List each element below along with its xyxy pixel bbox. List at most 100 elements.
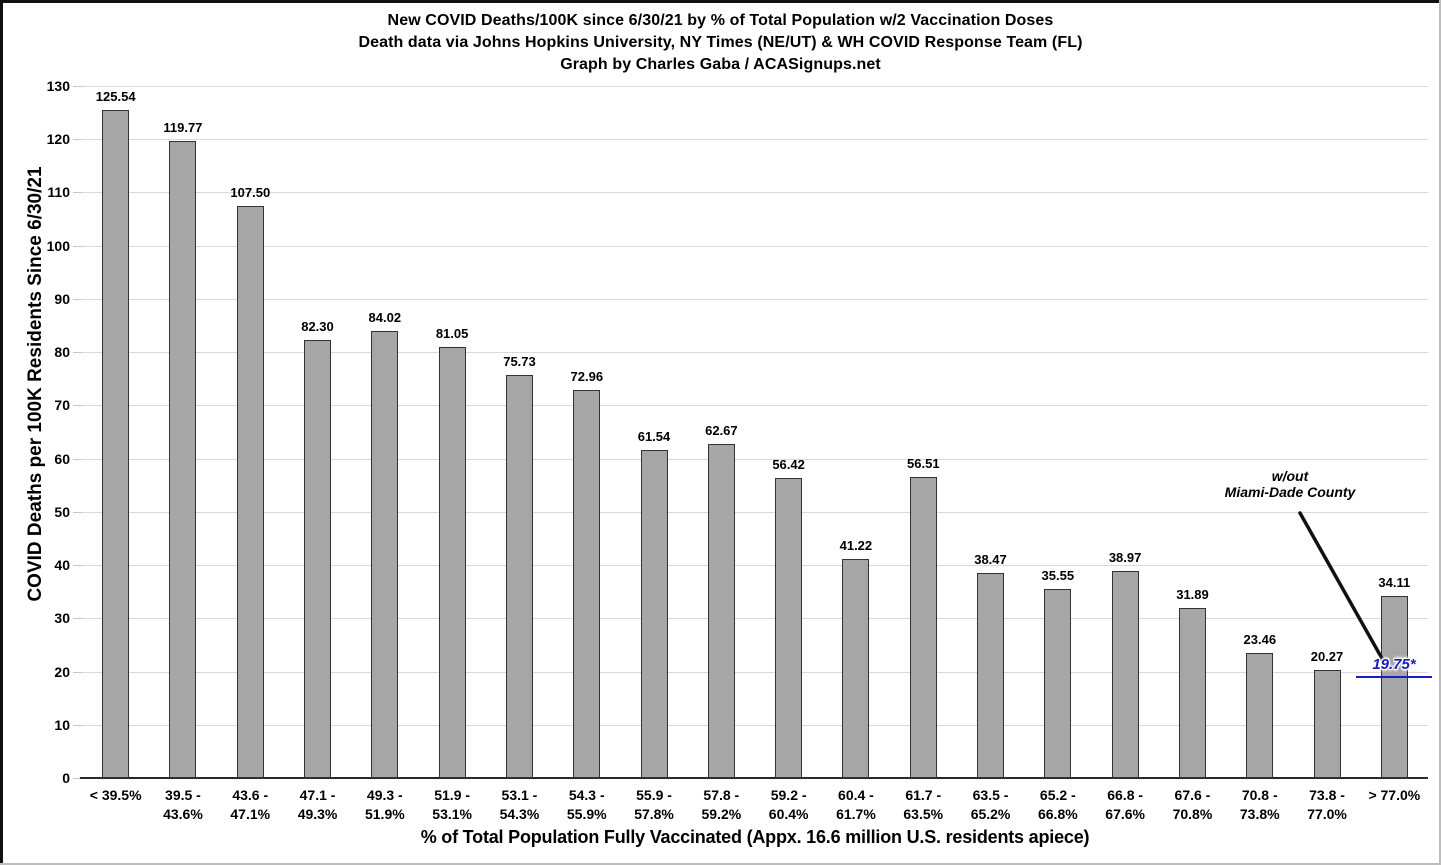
y-tick-label: 90: [54, 291, 70, 307]
x-tick-label: 39.5 - 43.6%: [163, 787, 203, 822]
bar-value-label: 38.97: [1108, 549, 1142, 565]
chart-credit: Graph by Charles Gaba / ACASignups.net: [560, 56, 881, 73]
y-axis-tickmark: [73, 299, 82, 300]
bar: [573, 389, 601, 778]
y-axis-tickmark: [73, 139, 82, 140]
x-tick-label: 67.6 - 70.8%: [1172, 787, 1213, 822]
x-tick-label: 61.7 - 63.5%: [903, 787, 944, 822]
x-tick-label: 43.6 - 47.1%: [230, 787, 271, 822]
y-tick-label: 80: [54, 344, 70, 360]
y-tick-label: 130: [46, 78, 70, 94]
y-axis-tickmark: [73, 672, 82, 673]
bar-value-label: 62.67: [705, 423, 738, 439]
x-tick-label: 70.8 - 73.8%: [1239, 787, 1280, 822]
x-tick-label: 63.5 - 65.2%: [970, 787, 1011, 822]
gridline: [82, 192, 1428, 193]
x-axis-line: [80, 777, 1428, 779]
bar-value-label: 56.51: [907, 456, 940, 472]
x-tick-label: 54.3 - 55.9%: [566, 787, 607, 822]
y-axis-tickmark: [73, 192, 82, 193]
x-tick-label: > 77.0%: [1368, 787, 1421, 803]
gridline: [82, 86, 1428, 87]
bar: [707, 444, 735, 778]
gridline: [82, 512, 1428, 513]
x-tick-label: 49.3 - 51.9%: [364, 787, 405, 822]
gridline: [82, 139, 1428, 140]
y-axis-tickmark: [73, 512, 82, 513]
title-block: New COVID Deaths/100K since 6/30/21 by %…: [0, 10, 1441, 76]
gridline: [82, 725, 1428, 726]
bar-value-label: 20.27: [1310, 649, 1344, 665]
y-tick-label: 50: [54, 504, 70, 520]
bar-value-label: 119.77: [163, 119, 203, 135]
y-axis-tickmark: [73, 618, 82, 619]
bar: [236, 205, 264, 778]
bar-value-label: 72.96: [570, 368, 604, 384]
bar: [438, 346, 466, 778]
frame-border-top: [0, 0, 1441, 3]
x-tick-label: 60.4 - 61.7%: [836, 787, 876, 822]
gridline: [82, 352, 1428, 353]
bar: [102, 109, 130, 778]
bar-value-label: 82.30: [301, 318, 334, 334]
y-axis-tickmark: [73, 778, 82, 779]
bar: [909, 477, 937, 778]
y-axis-tickmark: [73, 405, 82, 406]
gridline: [82, 405, 1428, 406]
frame-border-left: [0, 0, 3, 865]
bar: [304, 339, 331, 778]
x-axis-title: % of Total Population Fully Vaccinated (…: [420, 827, 1090, 847]
bar: [1179, 608, 1206, 778]
callout-line: [1298, 511, 1386, 664]
bar-value-label: 75.73: [503, 353, 536, 369]
bar: [1044, 588, 1072, 778]
y-tick-label: 10: [54, 717, 70, 733]
bar: [371, 330, 399, 778]
bar-value-label: 38.47: [974, 552, 1007, 568]
y-tick-label: 110: [47, 184, 70, 200]
y-tick-label: 40: [54, 557, 70, 573]
x-tick-label: < 39.5%: [89, 787, 142, 803]
bar: [775, 477, 803, 778]
y-tick-label: 20: [54, 664, 70, 680]
bar-value-label: 61.54: [637, 429, 671, 445]
bar-value-label: 23.46: [1243, 632, 1277, 648]
chart-subtitle: Death data via Johns Hopkins University,…: [358, 34, 1083, 51]
bar-value-label: 56.42: [772, 456, 805, 472]
bar: [506, 374, 533, 778]
x-tick-label: 73.8 - 77.0%: [1307, 787, 1347, 822]
bar-value-label: 125.54: [95, 88, 136, 104]
y-axis-tickmark: [73, 352, 82, 353]
bar-value-label: 41.22: [839, 537, 873, 553]
bar-value-label: 107.50: [230, 184, 271, 200]
annotation-line2: Miami-Dade County: [1224, 484, 1356, 500]
y-axis-tickmark: [73, 246, 82, 247]
chart-title: New COVID Deaths/100K since 6/30/21 by %…: [387, 12, 1054, 29]
bar: [1380, 596, 1408, 778]
x-tick-label: 66.8 - 67.6%: [1105, 787, 1145, 822]
x-tick-label: 59.2 - 60.4%: [768, 787, 809, 822]
bar: [1111, 570, 1139, 778]
bar: [169, 140, 197, 778]
y-tick-label: 120: [46, 131, 70, 147]
bar: [1246, 653, 1274, 778]
y-axis-tickmark: [73, 86, 82, 87]
y-tick-label: 30: [54, 610, 70, 626]
bar-value-label: 35.55: [1041, 567, 1075, 583]
y-tick-label: 70: [54, 397, 70, 413]
y-tick-label: 60: [54, 451, 70, 467]
y-axis-tickmark: [73, 565, 82, 566]
x-tick-label: 65.2 - 66.8%: [1037, 787, 1078, 822]
x-tick-label: 47.1 - 49.3%: [297, 787, 338, 822]
x-tick-label: 57.8 - 59.2%: [701, 787, 742, 822]
bar: [1313, 670, 1341, 778]
gridline: [82, 672, 1428, 673]
bar: [977, 573, 1004, 778]
gridline: [82, 565, 1428, 566]
bar-value-label: 84.02: [368, 309, 402, 325]
